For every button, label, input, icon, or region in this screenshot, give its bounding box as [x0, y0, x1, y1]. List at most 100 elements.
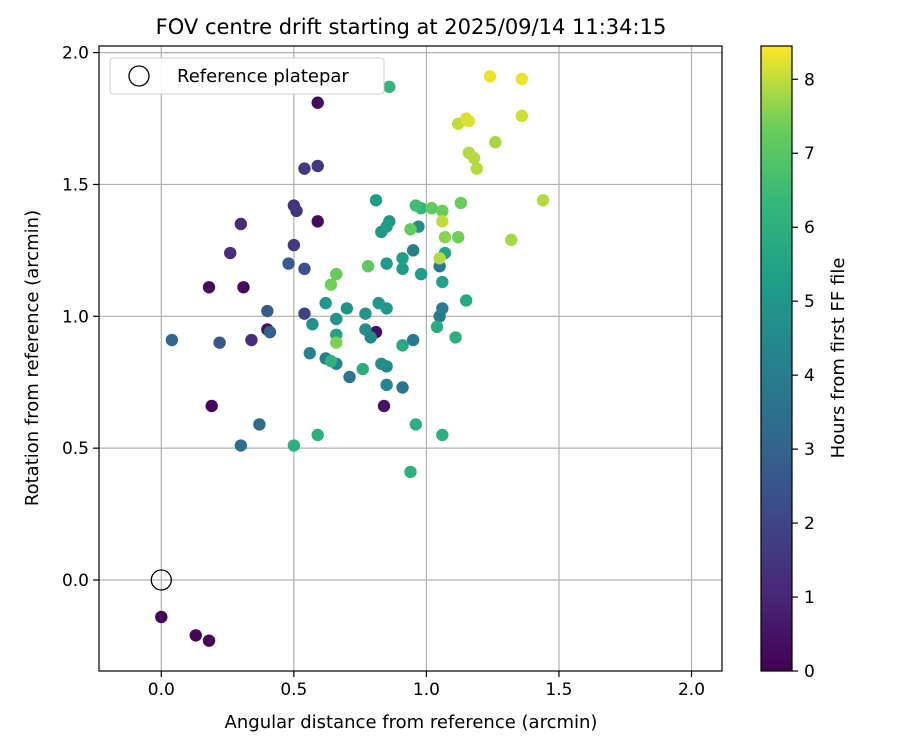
- y-tick-label: 2.0: [62, 44, 89, 64]
- data-point: [396, 381, 409, 394]
- data-point: [449, 331, 462, 344]
- data-point: [298, 262, 311, 276]
- colorbar-tick-label: 1: [804, 588, 815, 608]
- colorbar-tick-label: 4: [804, 366, 815, 386]
- data-point: [287, 439, 301, 452]
- data-point: [436, 275, 449, 289]
- y-tick-label: 0.5: [62, 439, 89, 459]
- x-tick-label: 1.5: [545, 680, 572, 700]
- data-point: [261, 304, 274, 318]
- legend-box: [109, 57, 385, 95]
- colorbar-tick-label: 6: [804, 218, 815, 238]
- x-tick-label: 0.0: [148, 680, 175, 700]
- data-point: [330, 312, 343, 326]
- data-point: [287, 238, 301, 252]
- plot-area-frame: [98, 45, 723, 672]
- data-point: [330, 267, 343, 281]
- y-tick-label: 1.0: [62, 307, 89, 327]
- y-tick-label: 1.5: [62, 175, 89, 195]
- data-point: [404, 465, 417, 479]
- data-point: [298, 307, 311, 320]
- data-point: [245, 333, 258, 347]
- chart-title: FOV centre drift starting at 2025/09/14 …: [156, 15, 667, 39]
- data-point: [234, 439, 248, 452]
- data-point: [290, 204, 303, 218]
- data-point: [253, 418, 266, 431]
- data-point: [330, 336, 343, 349]
- data-point: [189, 629, 202, 642]
- x-tick-label: 2.0: [678, 680, 705, 700]
- x-axis-label: Angular distance from reference (arcmin): [225, 712, 598, 733]
- data-point: [380, 378, 393, 392]
- x-tick-label: 0.5: [280, 680, 307, 700]
- data-point: [396, 262, 409, 276]
- data-point: [438, 230, 452, 244]
- data-point: [340, 302, 354, 315]
- reference-point-marker: [150, 569, 172, 591]
- data-point: [205, 399, 218, 413]
- data-point: [436, 204, 449, 218]
- data-point: [224, 246, 237, 260]
- data-point: [311, 96, 324, 109]
- data-point: [324, 278, 338, 291]
- data-point: [263, 325, 277, 339]
- colorbar-tick-label: 3: [804, 440, 815, 460]
- data-point: [298, 162, 311, 175]
- data-point: [515, 72, 529, 86]
- data-point: [536, 194, 550, 207]
- data-point: [165, 333, 179, 347]
- colorbar-ticks: 0 1 2 3 4 5 6 7 8: [792, 70, 815, 682]
- data-point: [406, 244, 420, 257]
- colorbar-tick-label: 7: [804, 144, 815, 164]
- legend-reference-marker: [128, 65, 150, 87]
- data-point: [311, 215, 324, 228]
- y-axis-ticks: 0.0 0.5 1.0 1.5 2.0: [62, 44, 99, 591]
- data-point: [361, 260, 375, 273]
- data-point: [436, 428, 449, 442]
- data-point: [202, 281, 216, 294]
- data-point: [436, 302, 449, 315]
- data-point: [343, 370, 356, 384]
- data-point: [237, 281, 250, 294]
- data-point: [505, 233, 518, 247]
- data-point: [483, 70, 497, 83]
- data-point: [489, 136, 502, 149]
- data-point: [425, 201, 438, 215]
- data-point: [155, 610, 168, 624]
- data-point: [202, 634, 216, 647]
- data-point: [383, 80, 396, 94]
- data-point: [380, 257, 393, 270]
- x-axis-ticks: 0.0 0.5 1.0 1.5 2.0: [148, 671, 705, 700]
- data-point: [213, 336, 226, 349]
- data-point: [375, 357, 388, 370]
- data-point: [369, 194, 383, 207]
- grid: [99, 46, 722, 671]
- data-point: [459, 294, 473, 307]
- data-point: [454, 196, 468, 210]
- data-point: [436, 215, 449, 228]
- data-point: [409, 199, 423, 212]
- data-point: [303, 347, 316, 360]
- data-point: [377, 399, 391, 413]
- colorbar-tick-label: 0: [804, 662, 815, 682]
- data-point: [356, 362, 369, 376]
- data-point: [452, 230, 465, 244]
- data-point: [306, 318, 319, 331]
- data-point: [470, 162, 483, 175]
- legend-label-reference: Reference platepar: [177, 66, 349, 87]
- y-axis-label: Rotation from reference (arcmin): [22, 210, 43, 506]
- data-point: [467, 151, 481, 165]
- data-point: [359, 307, 372, 320]
- data-point: [311, 428, 324, 442]
- data-point: [433, 252, 446, 265]
- data-point: [234, 217, 248, 231]
- data-point: [462, 114, 476, 128]
- scatter-points: [150, 70, 550, 647]
- y-tick-label: 0.0: [62, 571, 89, 591]
- data-point: [396, 339, 409, 352]
- data-point: [359, 323, 372, 336]
- data-point: [406, 333, 420, 347]
- legend: Reference platepar: [109, 57, 385, 95]
